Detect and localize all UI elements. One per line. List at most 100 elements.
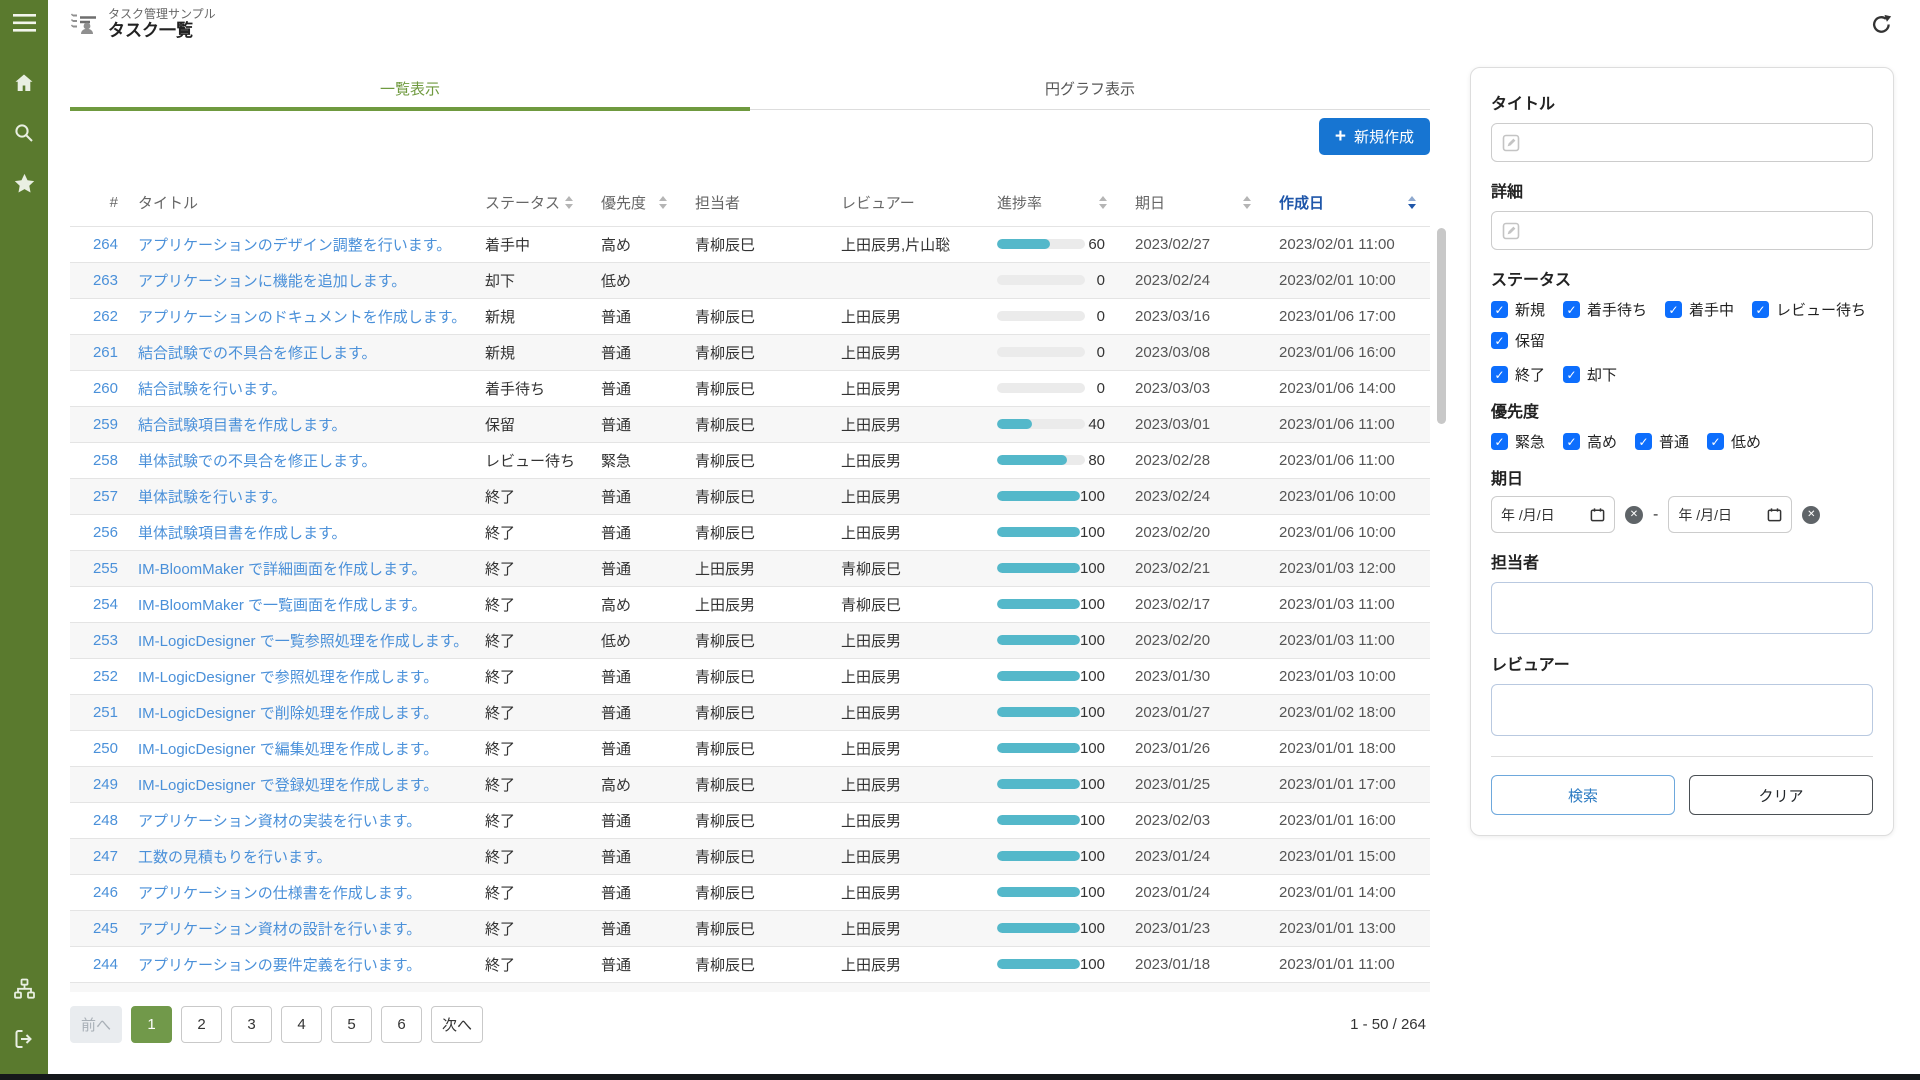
sort-icon[interactable] [1243,196,1251,210]
task-id-link[interactable]: 259 [92,415,118,433]
table-row: 250 IM-LogicDesigner で編集処理を作成します。 終了 普通 青柳辰巳… [70,730,1430,766]
task-title-link[interactable]: IM-LogicDesigner で一覧参照処理を作成します。 [138,632,469,650]
prev-page-button[interactable]: 前へ [70,1006,123,1043]
due-date-from-input[interactable]: 年 /月/日 [1491,496,1615,533]
sidebar-item-home[interactable] [0,60,48,106]
filter-assignee-input[interactable] [1491,582,1873,634]
task-id-link[interactable]: 260 [92,379,118,397]
table-scrollbar[interactable] [1437,228,1446,988]
sort-icon[interactable] [659,196,667,210]
task-title-link[interactable]: 工数の見積もりを行います。 [138,848,332,866]
page-button-5[interactable]: 5 [331,1006,373,1043]
search-button[interactable]: 検索 [1491,775,1675,815]
status-checkbox-2[interactable]: ✓ 却下 [1563,364,1617,385]
clear-date-from-icon[interactable]: ✕ [1625,505,1643,524]
column-header[interactable]: 作成日 [1265,180,1430,226]
task-id-link[interactable]: 258 [92,451,118,469]
progress-cell: 100 [983,946,1121,982]
task-id-link[interactable]: 255 [92,559,118,577]
task-id-link[interactable]: 263 [92,271,118,289]
clear-date-to-icon[interactable]: ✕ [1802,505,1821,524]
status-checkbox-5[interactable]: ✓ 保留 [1491,330,1545,351]
task-title-link[interactable]: アプリケーションのデザイン調整を行います。 [138,236,452,254]
task-id-link[interactable]: 261 [92,343,118,361]
priority-checkbox-2[interactable]: ✓ 高め [1563,431,1617,452]
priority-checkbox-3[interactable]: ✓ 普通 [1635,431,1689,452]
task-title-link[interactable]: 単体試験項目書を作成します。 [138,524,347,542]
task-title-link[interactable]: IM-BloomMaker で一覧画面を作成します。 [138,596,427,614]
filter-status-label: ステータス [1491,272,1572,289]
page-button-1[interactable]: 1 [131,1006,173,1043]
task-id-link[interactable]: 247 [92,847,118,865]
sidebar-item-favorites[interactable] [0,160,48,206]
task-id-link[interactable]: 244 [92,955,118,973]
task-title-link[interactable]: IM-BloomMaker で詳細画面を作成します。 [138,560,427,578]
task-id-link[interactable]: 249 [92,775,118,793]
page-button-4[interactable]: 4 [281,1006,323,1043]
filter-reviewer-input[interactable] [1491,684,1873,736]
task-title-link[interactable]: IM-LogicDesigner で削除処理を作成します。 [138,704,439,722]
assignee-cell: 青柳辰巳 [695,776,756,794]
task-id-link[interactable]: 252 [92,667,118,685]
sort-icon[interactable] [1099,196,1107,210]
status-checkbox-3[interactable]: ✓ 着手中 [1665,299,1734,320]
task-title-link[interactable]: アプリケーション資材の実装を行います。 [138,812,422,830]
task-id-link[interactable]: 256 [92,523,118,541]
column-header[interactable]: 期日 [1121,180,1265,226]
sidebar [0,0,48,1080]
task-id-link[interactable]: 246 [92,883,118,901]
task-id-link[interactable]: 250 [92,739,118,757]
tab-pie-chart-view[interactable]: 円グラフ表示 [1044,81,1135,98]
task-title-link[interactable]: 単体試験での不具合を修正します。 [138,452,377,470]
sidebar-item-sitemap[interactable] [0,966,48,1012]
task-title-link[interactable]: アプリケーションの要件定義を行います。 [138,956,422,974]
task-title-link[interactable]: 単体試験を行います。 [138,488,287,506]
filter-title-input[interactable] [1491,123,1873,162]
task-title-link[interactable]: アプリケーション資材の設計を行います。 [138,920,422,938]
menu-toggle-button[interactable] [0,0,48,46]
task-title-link[interactable]: アプリケーションの仕様書を作成します。 [138,884,422,902]
priority-checkbox-1[interactable]: ✓ 緊急 [1491,431,1545,452]
sort-icon[interactable] [1408,196,1416,210]
priority-checkbox-4[interactable]: ✓ 低め [1707,431,1761,452]
refresh-button[interactable] [1864,7,1898,41]
task-title-link[interactable]: IM-LogicDesigner で参照処理を作成します。 [138,668,439,686]
task-id-link[interactable]: 254 [92,595,118,613]
column-header[interactable]: ステータス [471,180,587,226]
task-id-link[interactable]: 257 [92,487,118,505]
column-header[interactable]: 優先度 [587,180,681,226]
task-id-link[interactable]: 262 [92,307,118,325]
task-id-link[interactable]: 248 [92,811,118,829]
task-title-link[interactable]: アプリケーションに機能を追加します。 [138,272,407,290]
create-new-button[interactable]: + 新規作成 [1318,118,1430,155]
task-title-link[interactable]: IM-LogicDesigner で編集処理を作成します。 [138,740,439,758]
status-checkbox-2[interactable]: ✓ 着手待ち [1563,299,1647,320]
task-title-link[interactable]: 結合試験を行います。 [138,380,287,398]
task-id-link[interactable]: 253 [92,631,118,649]
filter-detail-input[interactable] [1491,211,1873,250]
progress-value: 100 [1079,559,1105,577]
tab-list-view[interactable]: 一覧表示 [70,74,750,111]
task-title-link[interactable]: 結合試験項目書を作成します。 [138,416,347,434]
task-id-link[interactable]: 251 [92,703,118,721]
sidebar-item-search[interactable] [0,110,48,156]
next-page-button[interactable]: 次へ [431,1006,484,1043]
clear-button[interactable]: クリア [1689,775,1873,815]
status-checkbox-1[interactable]: ✓ 新規 [1491,299,1545,320]
scrollbar-thumb[interactable] [1437,228,1446,424]
page-button-2[interactable]: 2 [181,1006,223,1043]
column-header[interactable]: 進捗率 [983,180,1121,226]
task-title-link[interactable]: アプリケーションのドキュメントを作成します。 [138,308,467,326]
task-id-link[interactable]: 264 [92,235,118,253]
sidebar-item-logout[interactable] [0,1016,48,1062]
page-button-6[interactable]: 6 [381,1006,423,1043]
status-checkbox-4[interactable]: ✓ レビュー待ち [1752,299,1866,320]
due-date-to-input[interactable]: 年 /月/日 [1668,496,1793,533]
sort-icon[interactable] [565,196,573,210]
page-button-3[interactable]: 3 [231,1006,273,1043]
status-checkbox-1[interactable]: ✓ 終了 [1491,364,1545,385]
task-title-link[interactable]: IM-LogicDesigner で登録処理を作成します。 [138,776,439,794]
task-id-link[interactable]: 245 [92,919,118,937]
task-title-link[interactable]: 結合試験での不具合を修正します。 [138,344,377,362]
progress-value: 60 [1088,235,1105,253]
